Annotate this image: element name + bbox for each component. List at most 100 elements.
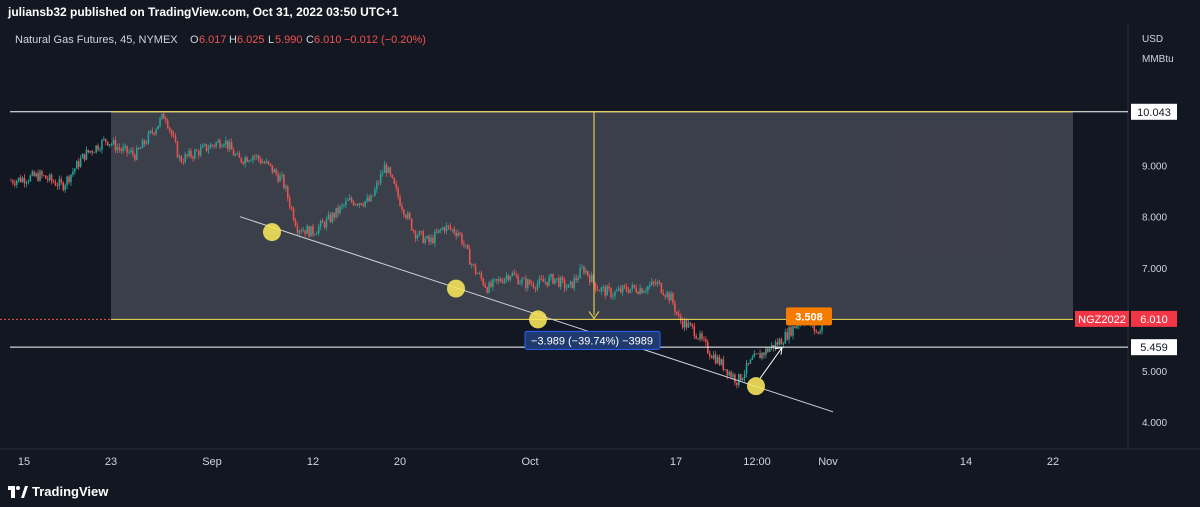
candle-body: [60, 179, 63, 183]
candle-body: [583, 267, 585, 273]
candle-body: [265, 161, 268, 164]
candle-body: [699, 333, 701, 340]
candle-body: [757, 353, 759, 354]
tradingview-logo[interactable]: TradingView: [8, 484, 108, 499]
candle-body: [530, 283, 533, 285]
candle-body: [790, 327, 792, 336]
candle-body: [35, 173, 37, 177]
candle-body: [397, 188, 399, 198]
candle-body: [385, 164, 388, 173]
candle-body: [437, 229, 440, 233]
candle-body: [796, 325, 798, 329]
trend-touch-marker[interactable]: [747, 377, 765, 396]
candle-body: [647, 286, 649, 291]
measure-label-background: [524, 330, 661, 350]
candle-body: [558, 278, 560, 287]
candle-body: [819, 331, 821, 334]
candle-body: [325, 218, 328, 228]
candle-body: [587, 270, 589, 276]
candle-body: [457, 232, 459, 236]
trend-touch-marker[interactable]: [447, 279, 465, 298]
candle-body: [306, 226, 308, 234]
candle-body: [232, 149, 235, 156]
candle-body: [714, 354, 717, 364]
y-tick-label: 4.000: [1142, 418, 1167, 429]
candle-body: [412, 230, 415, 232]
candle-body: [519, 282, 521, 285]
x-tick-label: Nov: [818, 456, 838, 468]
candle-body: [544, 281, 546, 283]
candle-body: [668, 292, 670, 301]
candle-body: [196, 150, 198, 152]
candle-body: [788, 327, 790, 340]
y-tick-label: 8.000: [1142, 213, 1167, 224]
candle-body: [79, 158, 82, 167]
candle-body: [759, 353, 761, 359]
trend-touch-marker[interactable]: [263, 223, 281, 242]
candle-body: [420, 231, 423, 232]
candle-body: [317, 226, 320, 234]
candle-body: [137, 148, 140, 149]
candle-body: [228, 142, 231, 149]
measure-label-box: −3.989 (−39.74%) −3989: [524, 330, 661, 350]
legend-low-label: L: [268, 34, 274, 46]
candle-body: [294, 220, 297, 227]
candle-body: [695, 336, 697, 339]
candle-body: [654, 282, 657, 285]
candle-body: [548, 277, 550, 286]
candle-body: [281, 174, 283, 176]
candle-body: [207, 148, 210, 151]
candle-body: [569, 281, 572, 285]
candle-body: [230, 142, 233, 150]
candle-body: [327, 214, 330, 219]
candle-body: [687, 322, 690, 328]
candle-body: [573, 277, 576, 289]
candle-body: [39, 171, 41, 181]
candle-body: [143, 140, 146, 145]
candle-body: [648, 284, 651, 287]
zone-lines[interactable]: [0, 111, 1073, 320]
candle-body: [521, 278, 523, 283]
time-axis[interactable]: 15 23 Sep 12 20 Oct 17 12:00 Nov 14 22: [18, 456, 1059, 468]
candle-body: [329, 214, 332, 222]
candle-body: [331, 213, 334, 222]
candle-body: [585, 270, 587, 273]
candle-body: [689, 322, 692, 325]
candle-body: [616, 290, 618, 292]
candle-body: [815, 330, 817, 332]
chart-area[interactable]: Natural Gas Futures, 45, NYMEX O 6.017 H…: [0, 24, 1200, 472]
candle-body: [345, 201, 347, 205]
candle-body: [275, 169, 277, 175]
candle-body: [190, 150, 192, 157]
candle-body: [623, 285, 626, 287]
candle-body: [703, 338, 705, 340]
projection-arrow-line[interactable]: [759, 347, 783, 379]
candle-body: [130, 150, 132, 153]
trend-touch-marker[interactable]: [529, 310, 547, 329]
candle-body: [95, 145, 97, 153]
candle-body: [540, 278, 543, 280]
candle-body: [577, 278, 579, 280]
trend-line-group[interactable]: [239, 216, 834, 413]
candle-body: [660, 283, 663, 293]
candle-body: [188, 150, 190, 156]
candle-body: [302, 230, 305, 232]
candle-body: [81, 153, 84, 159]
legend-high-label: H: [229, 34, 237, 46]
candle-body: [21, 178, 24, 183]
candle-body: [451, 229, 454, 230]
candle-body: [575, 277, 577, 280]
candle-body: [691, 324, 694, 327]
candle-body: [664, 295, 667, 297]
candle-body: [166, 120, 169, 128]
candle-body: [174, 136, 177, 142]
candle-body: [335, 207, 337, 218]
measure-zone[interactable]: [111, 111, 1073, 320]
candle-body: [513, 272, 516, 275]
candle-body: [176, 141, 179, 158]
candle-body: [97, 145, 99, 150]
candle-body: [337, 207, 339, 214]
candle-body: [350, 198, 353, 202]
candle-body: [598, 290, 601, 292]
candle-body: [352, 201, 355, 206]
